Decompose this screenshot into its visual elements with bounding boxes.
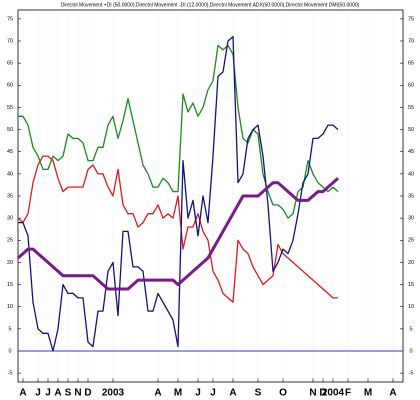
x-tick-label: J: [45, 388, 51, 399]
x-tick-label: M: [174, 388, 182, 399]
y-tick-label: 50: [7, 127, 13, 133]
y-tick-label: 65: [7, 61, 13, 67]
x-tick-label: J: [35, 388, 41, 399]
y-tick-label-right: 0: [409, 348, 412, 354]
y-tick-label-right: 15: [408, 282, 414, 288]
x-tick-label: A: [389, 388, 396, 399]
y-tick-label-right: 5: [409, 326, 412, 332]
y-tick-label: 20: [7, 260, 13, 266]
y-tick-label: 15: [7, 282, 13, 288]
y-tick-label: 75: [7, 16, 13, 22]
x-tick-label: M: [364, 388, 372, 399]
series-line: [17, 155, 338, 303]
x-tick-label: N: [309, 388, 316, 399]
y-tick-label-right: 30: [408, 216, 414, 222]
y-tick-label-right: 65: [408, 61, 414, 67]
y-tick-label-right: 70: [408, 38, 414, 44]
series-line: [17, 177, 339, 291]
x-tick-label: A: [154, 388, 161, 399]
y-tick-label-right: 35: [408, 193, 414, 199]
y-tick-label-right: 60: [408, 83, 414, 89]
y-tick-label: 60: [7, 83, 13, 89]
y-tick-label-right: 75: [408, 16, 414, 22]
x-tick-label: O: [279, 388, 287, 399]
x-tick-label: D: [84, 388, 91, 399]
y-tick-label: 55: [7, 105, 13, 111]
y-tick-label-right: 45: [408, 149, 414, 155]
y-tick-label-right: 20: [408, 260, 414, 266]
x-tick-label: 2004: [322, 388, 345, 399]
x-tick-label: J: [210, 388, 216, 399]
y-tick-label: 10: [7, 304, 13, 310]
y-tick-label: 40: [7, 171, 13, 177]
x-tick-label: F: [345, 388, 351, 399]
y-tick-label-right: 10: [408, 304, 414, 310]
x-tick-label: J: [195, 388, 201, 399]
y-tick-label: 35: [7, 193, 13, 199]
y-tick-label-right: 50: [408, 127, 414, 133]
chart-title: Directnl Movement +DI (50.0000),Directnl…: [61, 2, 360, 8]
x-tick-label: S: [255, 388, 262, 399]
y-tick-label-right: 25: [408, 238, 414, 244]
y-tick-label-right: 40: [408, 171, 414, 177]
x-tick-label: A: [229, 388, 236, 399]
x-tick-label: A: [54, 388, 61, 399]
series-line: [18, 35, 339, 352]
y-tick-label-right: -5: [409, 371, 414, 377]
y-tick-label: 25: [7, 238, 13, 244]
y-tick-label: 45: [7, 149, 13, 155]
series-line: [18, 44, 339, 219]
x-tick-label: N: [74, 388, 81, 399]
y-tick-label-right: 55: [408, 105, 414, 111]
x-tick-label: 2003: [102, 388, 125, 399]
y-tick-label: 70: [7, 38, 13, 44]
y-tick-label: 30: [7, 216, 13, 222]
x-tick-label: D: [319, 388, 326, 399]
y-tick-label: -5: [8, 371, 13, 377]
x-tick-label: S: [65, 388, 72, 399]
y-tick-label: 0: [8, 348, 11, 354]
x-tick-label: A: [19, 388, 26, 399]
y-tick-label: 5: [8, 326, 11, 332]
